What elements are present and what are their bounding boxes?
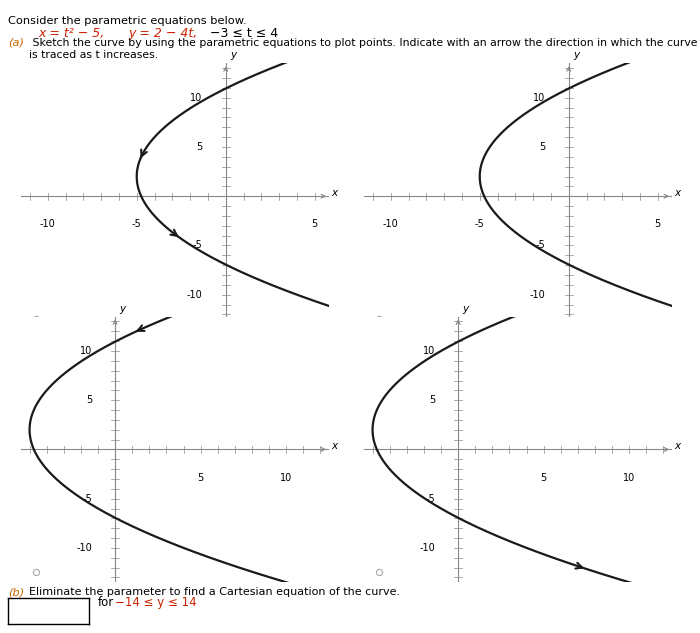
- Text: 5: 5: [197, 473, 204, 483]
- Text: x: x: [675, 441, 680, 451]
- Text: -5: -5: [426, 494, 435, 504]
- Text: y: y: [463, 304, 468, 313]
- Text: -5: -5: [83, 494, 92, 504]
- Text: -10: -10: [187, 290, 202, 299]
- Text: y: y: [230, 51, 237, 60]
- Text: -10: -10: [530, 290, 545, 299]
- Text: 10: 10: [80, 346, 92, 356]
- Text: −3 ≤ t ≤ 4: −3 ≤ t ≤ 4: [210, 27, 278, 40]
- Text: y: y: [120, 304, 125, 313]
- Text: x = t² − 5,: x = t² − 5,: [38, 27, 105, 40]
- Text: -5: -5: [536, 241, 545, 251]
- Text: (b): (b): [8, 587, 24, 598]
- Text: Sketch the curve by using the parametric equations to plot points. Indicate with: Sketch the curve by using the parametric…: [29, 38, 698, 60]
- Text: for: for: [98, 596, 114, 609]
- Text: y = 2 − 4t,: y = 2 − 4t,: [128, 27, 197, 40]
- Text: -5: -5: [132, 220, 141, 230]
- Text: -5: -5: [475, 220, 484, 230]
- Text: x: x: [332, 441, 337, 451]
- Text: 10: 10: [423, 346, 435, 356]
- Text: 5: 5: [197, 142, 202, 152]
- Text: Eliminate the parameter to find a Cartesian equation of the curve.: Eliminate the parameter to find a Cartes…: [29, 587, 400, 598]
- Text: x: x: [675, 188, 681, 197]
- Text: -10: -10: [419, 543, 435, 553]
- Text: 10: 10: [190, 93, 202, 103]
- Text: 5: 5: [86, 395, 92, 405]
- Text: 5: 5: [540, 473, 547, 483]
- Text: 5: 5: [429, 395, 435, 405]
- Text: -10: -10: [383, 220, 398, 230]
- Text: 10: 10: [533, 93, 545, 103]
- Text: x: x: [332, 188, 338, 197]
- Text: -10: -10: [40, 220, 55, 230]
- Text: (a): (a): [8, 38, 24, 48]
- Text: -10: -10: [76, 543, 92, 553]
- Text: 5: 5: [540, 142, 545, 152]
- Text: 10: 10: [280, 473, 293, 483]
- Text: 5: 5: [312, 220, 318, 230]
- Text: Consider the parametric equations below.: Consider the parametric equations below.: [8, 16, 247, 26]
- Text: -5: -5: [193, 241, 202, 251]
- Text: −14 ≤ y ≤ 14: −14 ≤ y ≤ 14: [115, 596, 197, 609]
- Text: 10: 10: [623, 473, 636, 483]
- Text: y: y: [573, 51, 580, 60]
- Text: 5: 5: [654, 220, 661, 230]
